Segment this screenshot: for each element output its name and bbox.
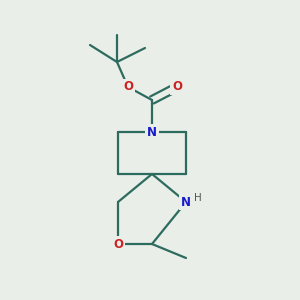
Text: N: N <box>147 125 157 139</box>
Text: O: O <box>123 80 133 94</box>
Text: O: O <box>172 80 182 94</box>
Text: N: N <box>181 196 191 208</box>
Text: H: H <box>194 193 202 203</box>
Text: O: O <box>113 238 123 250</box>
